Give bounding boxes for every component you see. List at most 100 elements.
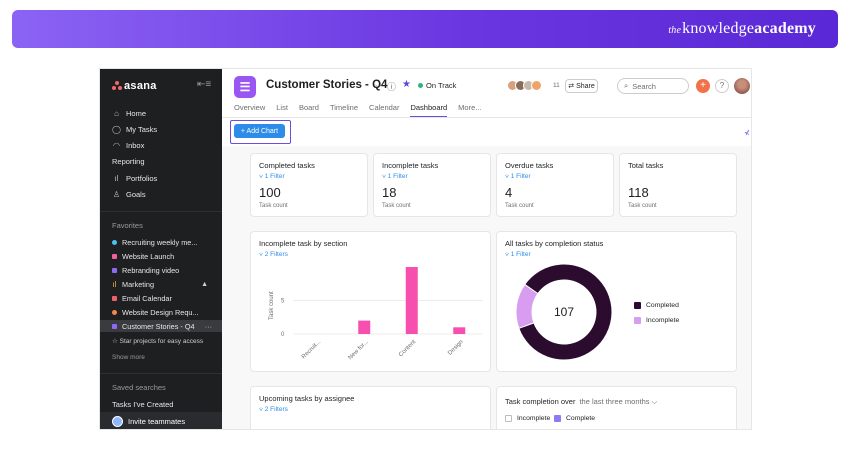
card-title: Completed tasks xyxy=(259,161,315,170)
donut-slice xyxy=(515,283,539,329)
tab-overview[interactable]: Overview xyxy=(234,103,266,112)
bar-chart: Task count 0 5 Recruit... New for... Content D… xyxy=(269,267,483,361)
bar xyxy=(453,327,466,334)
filter-icon: ⩒ xyxy=(259,406,265,413)
favorite-email-calendar[interactable]: Email Calendar xyxy=(112,292,220,304)
card-title: Task completion over the last three month… xyxy=(505,397,658,406)
filter-icon: ⩒ xyxy=(259,173,265,180)
card-title: Incomplete tasks xyxy=(382,161,439,170)
chart-card-incomplete-by-section[interactable]: Incomplete task by section ⩒ 2 Filters T… xyxy=(250,231,491,372)
help-icon[interactable]: ? xyxy=(715,79,729,93)
tab-board[interactable]: Board xyxy=(298,103,319,112)
y-tick-label: 5 xyxy=(281,299,285,305)
filter-icon: ⩒ xyxy=(505,251,511,258)
member-count: 11 xyxy=(553,82,560,89)
sidebar-divider xyxy=(100,373,222,374)
sidebar-item-my-tasks[interactable]: ◯ My Tasks xyxy=(112,124,158,134)
card-title: Overdue tasks xyxy=(505,161,554,170)
project-tabs: Overview List Board Timeline Calendar Da… xyxy=(234,103,493,117)
tab-list[interactable]: List xyxy=(276,103,288,112)
user-avatar[interactable] xyxy=(734,78,750,94)
sidebar-item-portfolios[interactable]: ıl Portfolios xyxy=(112,172,158,184)
quick-add-button[interactable]: + xyxy=(696,79,710,93)
legend-completed: Completed xyxy=(634,302,679,309)
card-filter[interactable]: ⩒ 2 Filters xyxy=(259,251,288,258)
legend-incomplete: Incomplete xyxy=(505,415,550,422)
x-tick-label: Recruit... xyxy=(301,339,322,360)
stat-value: 118 xyxy=(628,185,649,200)
star-projects-tip: ☆ Star projects for easy access xyxy=(112,338,204,345)
reporting-label: Reporting xyxy=(112,157,145,166)
main-content: ☰ Customer Stories - Q4 ⌵ ⓘ ★ On Track 1… xyxy=(222,69,751,429)
project-list-icon[interactable]: ☰ xyxy=(234,76,256,98)
share-icon: ⇄ xyxy=(568,83,575,90)
card-title: All tasks by completion status xyxy=(505,239,604,248)
stat-card-incomplete[interactable]: Incomplete tasks ⩒ 1 Filter 18 Task coun… xyxy=(373,153,491,217)
bar xyxy=(358,320,371,334)
lock-icon: ▲ xyxy=(201,280,208,288)
card-filter[interactable]: ⩒ 2 Filters xyxy=(259,406,288,413)
card-filter[interactable]: ⩒ 1 Filter xyxy=(382,173,408,180)
chart-card-upcoming-by-assignee[interactable]: Upcoming tasks by assignee ⩒ 2 Filters xyxy=(250,386,491,429)
tab-calendar[interactable]: Calendar xyxy=(369,103,400,112)
favorite-marketing[interactable]: ıl Marketing ▲ xyxy=(112,279,209,289)
more-options-icon[interactable]: ··· xyxy=(204,321,212,331)
legend-swatch xyxy=(634,302,641,309)
tab-dashboard[interactable]: Dashboard xyxy=(410,103,448,117)
asana-logo[interactable]: asana xyxy=(112,80,157,92)
favorite-customer-stories[interactable]: Customer Stories - Q4 ··· xyxy=(100,320,222,332)
favorite-recruiting-weekly[interactable]: Recruiting weekly me... xyxy=(112,236,220,248)
avatar xyxy=(531,80,542,91)
stat-card-overdue[interactable]: Overdue tasks ⩒ 1 Filter 4 Task count xyxy=(496,153,614,217)
legend-swatch xyxy=(554,415,561,422)
card-filter[interactable]: ⩒ 1 Filter xyxy=(259,173,285,180)
add-chart-highlight: + Add Chart xyxy=(230,120,291,144)
info-icon[interactable]: ⓘ xyxy=(387,82,397,92)
star-icon[interactable]: ★ xyxy=(402,79,411,90)
tasks-created-link[interactable]: Tasks I've Created xyxy=(112,400,174,409)
stat-caption: Task count xyxy=(259,203,288,209)
stat-card-total[interactable]: Total tasks 118 Task count xyxy=(619,153,737,217)
invite-teammates-button[interactable]: Invite teammates xyxy=(100,412,222,429)
collapse-sidebar-icon[interactable]: ⇤≡ xyxy=(197,79,212,90)
tab-timeline[interactable]: Timeline xyxy=(329,103,359,112)
status-badge[interactable]: On Track xyxy=(418,81,456,90)
chart-card-completion-status[interactable]: All tasks by completion status ⩒ 1 Filte… xyxy=(496,231,737,372)
sidebar-item-inbox[interactable]: ◠ Inbox xyxy=(113,140,145,150)
card-title: Total tasks xyxy=(628,161,664,170)
project-title[interactable]: Customer Stories - Q4 xyxy=(266,79,388,91)
legend-complete: Complete xyxy=(554,415,595,422)
chevron-down-icon[interactable]: ⌵ xyxy=(375,80,382,90)
sidebar-item-goals[interactable]: ♙ Goals xyxy=(112,189,146,199)
sidebar-divider xyxy=(100,211,222,212)
card-filter[interactable]: ⩒ 1 Filter xyxy=(505,251,531,258)
show-more-link[interactable]: Show more xyxy=(112,353,145,361)
share-button[interactable]: ⇄ Share xyxy=(565,79,598,93)
y-axis-label: Task count xyxy=(269,291,275,320)
tab-more[interactable]: More... xyxy=(458,103,482,112)
customize-icon[interactable]: ⊀ xyxy=(744,130,750,137)
donut-chart: 107 xyxy=(515,263,613,361)
bell-icon: ◠ xyxy=(113,140,120,150)
bar xyxy=(405,267,418,334)
add-chart-button[interactable]: + Add Chart xyxy=(234,124,285,138)
donut-slice xyxy=(518,263,613,361)
stat-card-completed[interactable]: Completed tasks ⩒ 1 Filter 100 Task coun… xyxy=(250,153,368,217)
chart-card-task-completion[interactable]: Task completion over the last three month… xyxy=(496,386,737,429)
stat-caption: Task count xyxy=(628,203,657,209)
project-color-dot xyxy=(112,253,117,259)
x-tick-label: Content xyxy=(398,339,417,358)
favorites-label: Favorites xyxy=(112,221,143,230)
sidebar-item-home[interactable]: ⌂ Home xyxy=(112,107,146,119)
check-circle-icon: ◯ xyxy=(112,124,121,134)
stat-value: 18 xyxy=(382,185,397,200)
timeframe-dropdown[interactable]: the last three months ⌵ xyxy=(579,397,658,406)
favorite-website-design[interactable]: Website Design Requ... xyxy=(112,306,220,318)
card-filter[interactable]: ⩒ 1 Filter xyxy=(505,173,531,180)
favorite-website-launch[interactable]: Website Launch xyxy=(112,250,220,262)
member-avatars[interactable] xyxy=(507,80,542,91)
x-tick-label: New for... xyxy=(348,339,370,361)
stat-caption: Task count xyxy=(505,203,534,209)
favorite-rebranding-video[interactable]: Rebranding video xyxy=(112,264,220,276)
search-input[interactable]: ⌕ Search xyxy=(617,78,689,94)
